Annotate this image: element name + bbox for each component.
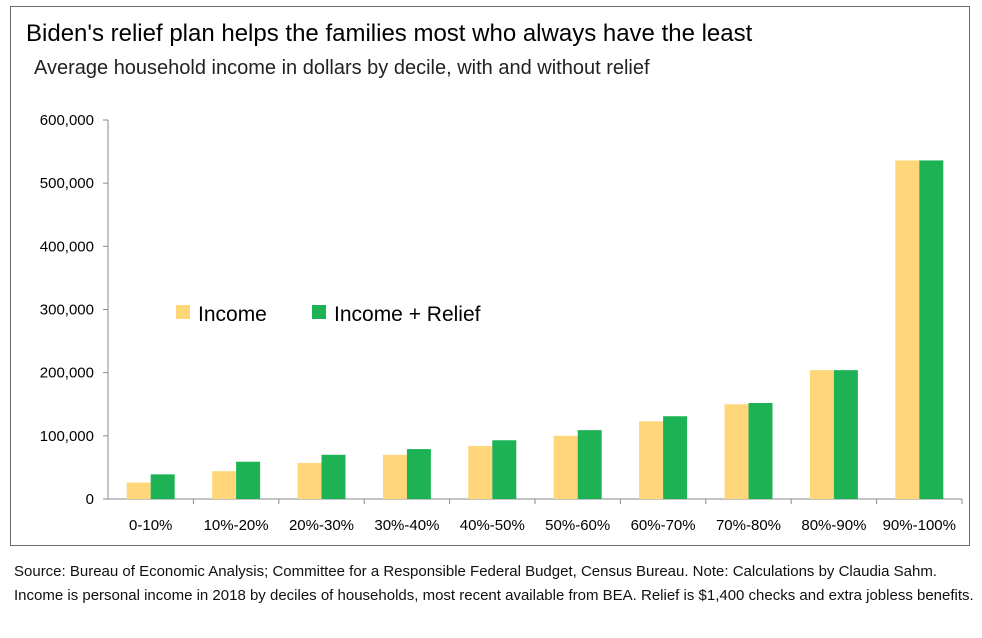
legend-label-income: Income (198, 303, 267, 326)
chart-title: Biden's relief plan helps the families m… (26, 20, 753, 47)
x-tick-label: 10%-20% (204, 517, 269, 534)
bar-income (809, 370, 834, 499)
x-tick-label: 40%-50% (460, 517, 525, 534)
y-tick-label: 600,000 (40, 112, 94, 129)
bar-income (126, 482, 151, 499)
y-tick-label: 500,000 (40, 175, 94, 192)
bar-income-relief (577, 430, 602, 499)
bar-income-relief (236, 461, 261, 499)
bar-income (212, 471, 237, 499)
bar-income-relief (833, 370, 858, 499)
bar-income (297, 462, 322, 499)
y-tick-label: 400,000 (40, 238, 94, 255)
bar-income (639, 421, 664, 499)
x-tick-label: 50%-60% (545, 517, 610, 534)
x-tick-label: 90%-100% (883, 517, 956, 534)
x-tick-label: 70%-80% (716, 517, 781, 534)
bar-income-relief (748, 402, 773, 499)
x-tick-label: 30%-40% (374, 517, 439, 534)
x-tick-label: 60%-70% (631, 517, 696, 534)
bar-income-relief (406, 449, 431, 499)
legend-label-income-relief: Income + Relief (334, 303, 481, 326)
y-tick-label: 0 (86, 491, 94, 508)
bar-income (382, 454, 407, 499)
bar-income-relief (492, 440, 517, 499)
chart-subtitle: Average household income in dollars by d… (34, 57, 650, 79)
bar-income (468, 445, 493, 499)
x-tick-label: 20%-30% (289, 517, 354, 534)
y-tick-label: 100,000 (40, 428, 94, 445)
legend-swatch-income (176, 305, 190, 319)
x-tick-label: 80%-90% (801, 517, 866, 534)
bar-income (895, 160, 920, 499)
bar-income-relief (919, 160, 944, 499)
bar-income (553, 435, 578, 499)
bar-income-relief (321, 454, 346, 499)
source-note: Source: Bureau of Economic Analysis; Com… (14, 563, 974, 604)
bar-income-relief (150, 474, 175, 499)
y-tick-label: 300,000 (40, 302, 94, 319)
bar-income-relief (663, 416, 688, 499)
legend-swatch-income-relief (312, 305, 326, 319)
y-tick-label: 200,000 (40, 365, 94, 382)
bar-income (724, 404, 749, 499)
x-tick-label: 0-10% (129, 517, 172, 534)
